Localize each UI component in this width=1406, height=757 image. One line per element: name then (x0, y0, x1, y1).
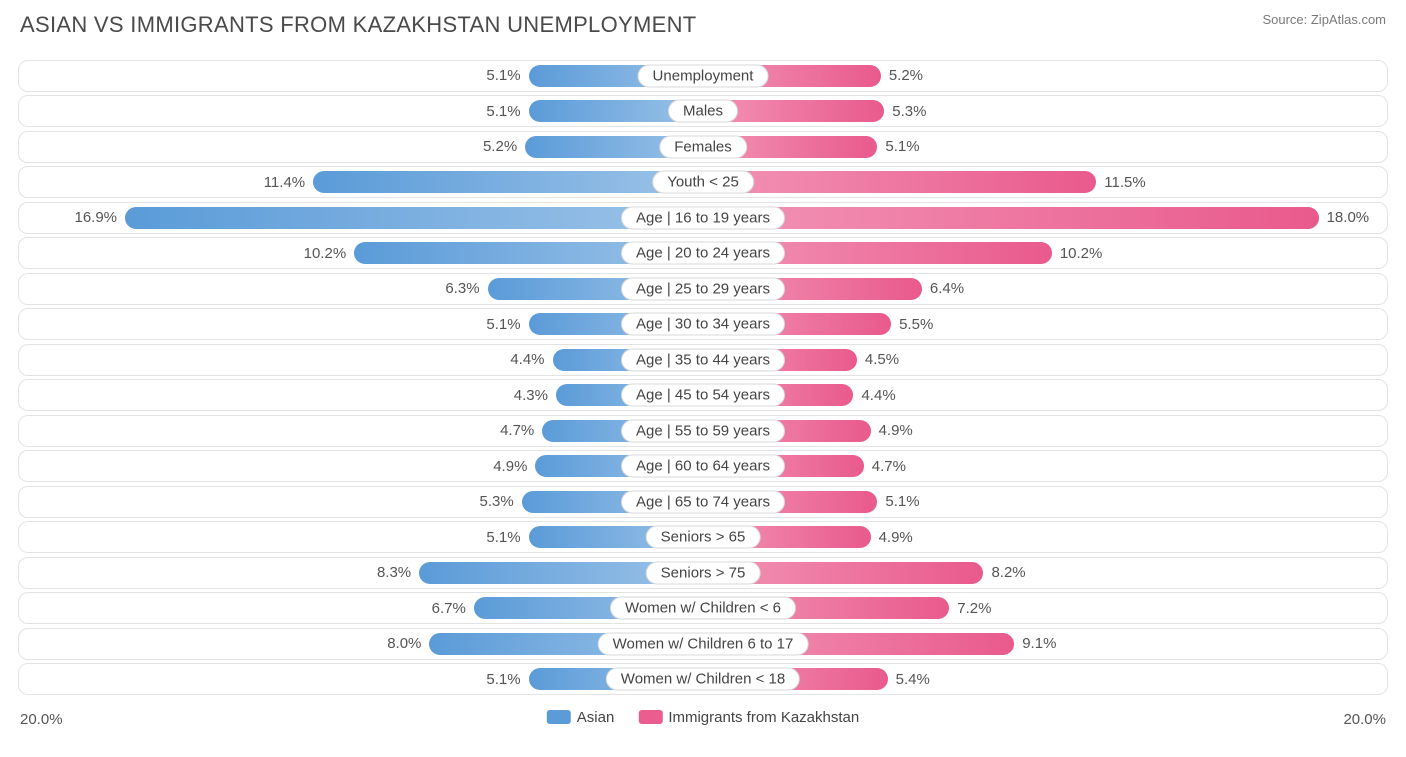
category-label: Age | 25 to 29 years (621, 277, 785, 300)
legend-label-right: Immigrants from Kazakhstan (668, 709, 859, 726)
bar-right (703, 207, 1319, 229)
value-label-right: 10.2% (1060, 238, 1103, 268)
value-label-right: 4.7% (872, 451, 906, 481)
value-label-left: 5.1% (486, 522, 520, 552)
chart-row: 10.2% 10.2% Age | 20 to 24 years (18, 237, 1388, 269)
value-label-left: 5.1% (486, 309, 520, 339)
chart-row: 5.1% 5.3% Males (18, 95, 1388, 127)
chart-row: 6.7% 7.2% Women w/ Children < 6 (18, 592, 1388, 624)
value-label-left: 4.4% (510, 345, 544, 375)
legend-label-left: Asian (577, 709, 615, 726)
value-label-left: 4.3% (514, 380, 548, 410)
category-label: Males (668, 100, 738, 123)
value-label-left: 4.9% (493, 451, 527, 481)
category-label: Youth < 25 (652, 171, 754, 194)
legend-swatch-left (547, 710, 571, 724)
category-label: Seniors > 75 (646, 561, 761, 584)
source-attribution: Source: ZipAtlas.com (1262, 12, 1386, 27)
category-label: Age | 45 to 54 years (621, 384, 785, 407)
category-label: Age | 55 to 59 years (621, 419, 785, 442)
category-label: Age | 16 to 19 years (621, 206, 785, 229)
category-label: Age | 60 to 64 years (621, 455, 785, 478)
bar-left (313, 171, 703, 193)
value-label-right: 5.4% (896, 664, 930, 694)
chart-row: 5.2% 5.1% Females (18, 131, 1388, 163)
value-label-left: 10.2% (304, 238, 347, 268)
chart-row: 8.0% 9.1% Women w/ Children 6 to 17 (18, 628, 1388, 660)
category-label: Unemployment (638, 64, 769, 87)
chart-row: 5.1% 5.5% Age | 30 to 34 years (18, 308, 1388, 340)
chart-row: 5.1% 5.2% Unemployment (18, 60, 1388, 92)
legend: Asian Immigrants from Kazakhstan (547, 709, 859, 726)
value-label-left: 5.1% (486, 96, 520, 126)
value-label-right: 8.2% (991, 558, 1025, 588)
category-label: Age | 20 to 24 years (621, 242, 785, 265)
chart-row: 11.4% 11.5% Youth < 25 (18, 166, 1388, 198)
chart-row: 4.9% 4.7% Age | 60 to 64 years (18, 450, 1388, 482)
legend-item-right: Immigrants from Kazakhstan (638, 709, 859, 726)
value-label-right: 5.5% (899, 309, 933, 339)
value-label-right: 11.5% (1104, 167, 1145, 197)
value-label-left: 5.2% (483, 132, 517, 162)
value-label-right: 5.1% (885, 487, 919, 517)
category-label: Age | 35 to 44 years (621, 348, 785, 371)
chart-row: 4.4% 4.5% Age | 35 to 44 years (18, 344, 1388, 376)
header: ASIAN VS IMMIGRANTS FROM KAZAKHSTAN UNEM… (0, 0, 1406, 44)
category-label: Women w/ Children 6 to 17 (598, 632, 809, 655)
axis-max-right: 20.0% (1343, 711, 1386, 728)
category-label: Age | 30 to 34 years (621, 313, 785, 336)
value-label-right: 7.2% (957, 593, 991, 623)
bar-left (125, 207, 703, 229)
value-label-left: 5.1% (486, 664, 520, 694)
chart-row: 5.1% 4.9% Seniors > 65 (18, 521, 1388, 553)
category-label: Women w/ Children < 6 (610, 597, 796, 620)
chart-row: 5.3% 5.1% Age | 65 to 74 years (18, 486, 1388, 518)
value-label-left: 16.9% (74, 203, 117, 233)
value-label-right: 5.3% (892, 96, 926, 126)
chart-row: 8.3% 8.2% Seniors > 75 (18, 557, 1388, 589)
chart-footer: 20.0% Asian Immigrants from Kazakhstan 2… (18, 707, 1388, 737)
category-label: Seniors > 65 (646, 526, 761, 549)
value-label-left: 5.1% (486, 61, 520, 91)
diverging-bar-chart: 5.1%5.2%Unemployment5.1%5.3%Males5.2%5.1… (18, 50, 1388, 701)
value-label-left: 8.3% (377, 558, 411, 588)
legend-swatch-right (638, 710, 662, 724)
value-label-right: 4.5% (865, 345, 899, 375)
value-label-left: 4.7% (500, 416, 534, 446)
chart-row: 4.3% 4.4% Age | 45 to 54 years (18, 379, 1388, 411)
value-label-left: 6.7% (432, 593, 466, 623)
value-label-right: 18.0% (1327, 203, 1370, 233)
category-label: Women w/ Children < 18 (606, 668, 800, 691)
legend-item-left: Asian (547, 709, 615, 726)
chart-row: 5.1% 5.4% Women w/ Children < 18 (18, 663, 1388, 695)
bar-right (703, 171, 1096, 193)
value-label-left: 11.4% (264, 167, 305, 197)
value-label-right: 4.9% (879, 416, 913, 446)
category-label: Females (659, 135, 747, 158)
value-label-left: 8.0% (387, 629, 421, 659)
value-label-right: 9.1% (1022, 629, 1056, 659)
chart-row: 6.3% 6.4% Age | 25 to 29 years (18, 273, 1388, 305)
chart-row: 16.9% 18.0% Age | 16 to 19 years (18, 202, 1388, 234)
axis-max-left: 20.0% (20, 711, 63, 728)
value-label-right: 6.4% (930, 274, 964, 304)
value-label-left: 5.3% (480, 487, 514, 517)
value-label-right: 5.2% (889, 61, 923, 91)
value-label-left: 6.3% (445, 274, 479, 304)
value-label-right: 4.4% (861, 380, 895, 410)
category-label: Age | 65 to 74 years (621, 490, 785, 513)
chart-title: ASIAN VS IMMIGRANTS FROM KAZAKHSTAN UNEM… (20, 12, 697, 38)
value-label-right: 4.9% (879, 522, 913, 552)
value-label-right: 5.1% (885, 132, 919, 162)
chart-row: 4.7% 4.9% Age | 55 to 59 years (18, 415, 1388, 447)
